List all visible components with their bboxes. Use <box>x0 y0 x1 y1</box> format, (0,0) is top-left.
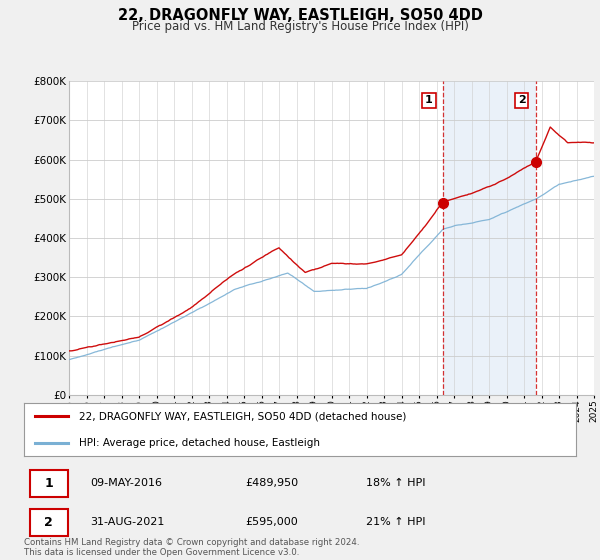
Text: 21% ↑ HPI: 21% ↑ HPI <box>366 517 426 528</box>
Text: 31-AUG-2021: 31-AUG-2021 <box>90 517 164 528</box>
FancyBboxPatch shape <box>29 509 68 536</box>
Text: 22, DRAGONFLY WAY, EASTLEIGH, SO50 4DD: 22, DRAGONFLY WAY, EASTLEIGH, SO50 4DD <box>118 8 482 24</box>
Text: £595,000: £595,000 <box>245 517 298 528</box>
Text: 1: 1 <box>44 477 53 489</box>
Text: 09-MAY-2016: 09-MAY-2016 <box>90 478 162 488</box>
FancyBboxPatch shape <box>29 469 68 497</box>
Text: 2: 2 <box>518 95 526 105</box>
Text: Contains HM Land Registry data © Crown copyright and database right 2024.
This d: Contains HM Land Registry data © Crown c… <box>24 538 359 557</box>
Text: 22, DRAGONFLY WAY, EASTLEIGH, SO50 4DD (detached house): 22, DRAGONFLY WAY, EASTLEIGH, SO50 4DD (… <box>79 412 407 422</box>
Text: HPI: Average price, detached house, Eastleigh: HPI: Average price, detached house, East… <box>79 438 320 448</box>
Bar <box>443 81 536 395</box>
Text: 18% ↑ HPI: 18% ↑ HPI <box>366 478 426 488</box>
Text: Price paid vs. HM Land Registry's House Price Index (HPI): Price paid vs. HM Land Registry's House … <box>131 20 469 32</box>
Text: 2: 2 <box>44 516 53 529</box>
Text: 1: 1 <box>425 95 433 105</box>
Text: £489,950: £489,950 <box>245 478 298 488</box>
